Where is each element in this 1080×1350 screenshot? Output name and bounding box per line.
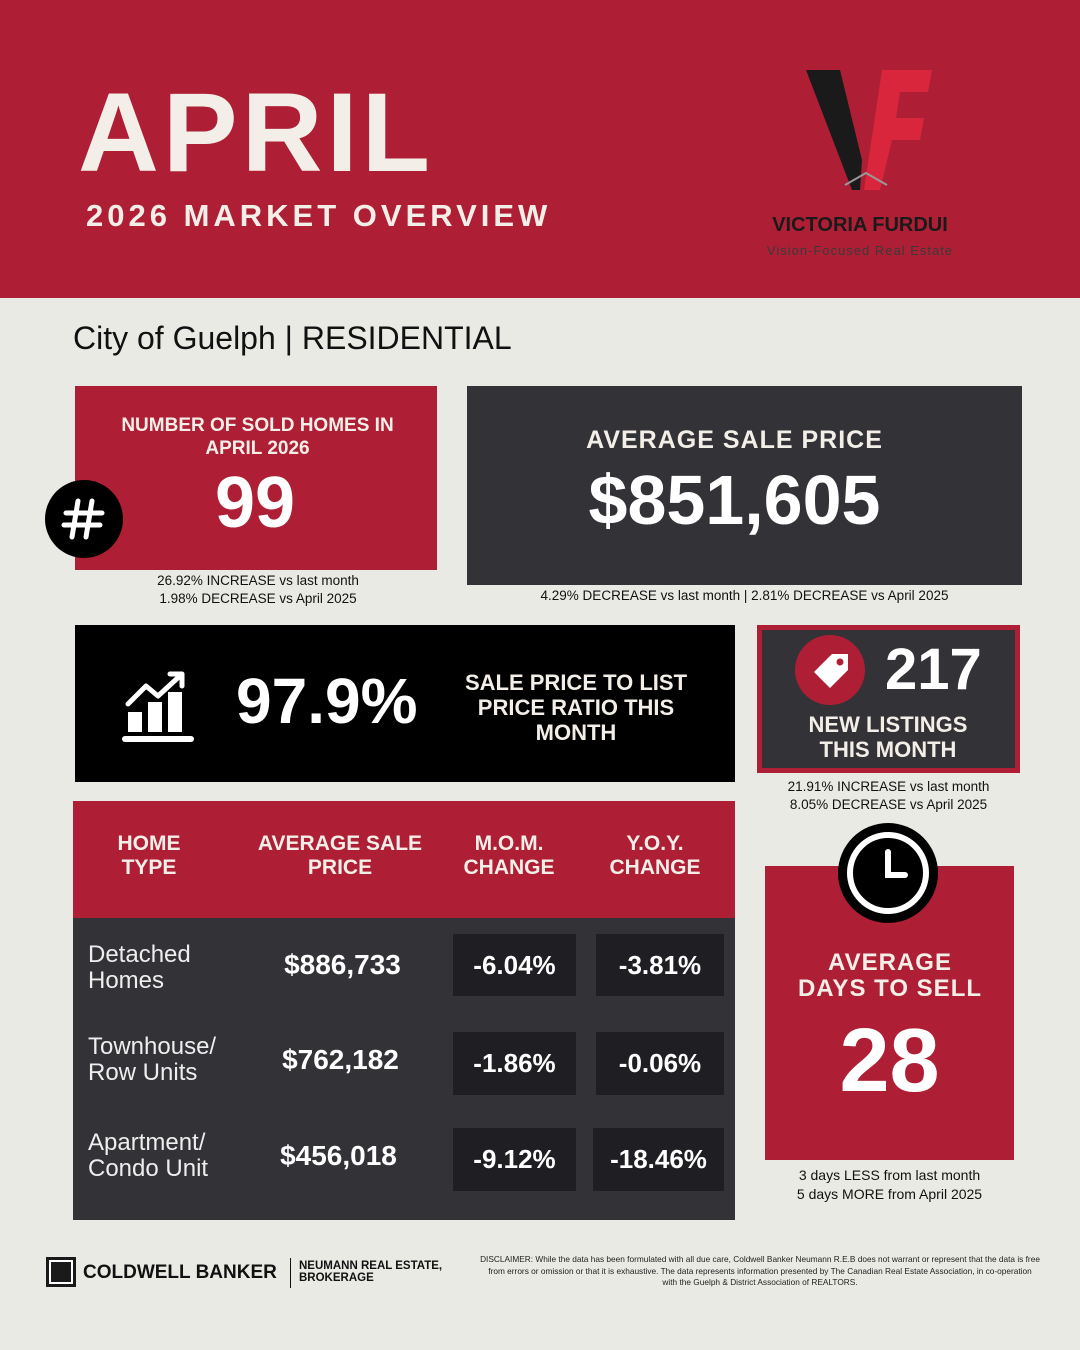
price-note: 4.29% DECREASE vs last month | 2.81% DEC… xyxy=(540,588,949,603)
row-price: $762,182 xyxy=(282,1044,399,1075)
table-header xyxy=(73,801,735,918)
logo-mark xyxy=(806,70,932,190)
row-price: $456,018 xyxy=(280,1140,397,1171)
listings-label: NEW LISTINGS THIS MONTH xyxy=(808,712,968,762)
days-value: 28 xyxy=(839,1011,940,1111)
column-header: HOME TYPE xyxy=(117,832,181,879)
mom-change: -9.12% xyxy=(453,1128,576,1191)
yoy-change: -3.81% xyxy=(596,934,724,996)
mom-change: -6.04% xyxy=(453,934,576,996)
column-header: M.O.M. CHANGE xyxy=(463,832,555,879)
yoy-change: -18.46% xyxy=(593,1128,724,1191)
subtitle: 2026 MARKET OVERVIEW xyxy=(86,198,552,233)
column-header: AVERAGE SALE PRICE xyxy=(257,832,423,879)
clock-icon xyxy=(838,823,938,923)
disclaimer: DISCLAIMER: While the data has been form… xyxy=(480,1254,1040,1287)
yoy-change: -0.06% xyxy=(596,1032,724,1095)
divider xyxy=(290,1258,291,1288)
brokerage-sub: NEUMANN REAL ESTATE, BROKERAGE xyxy=(299,1260,443,1284)
price-value: $851,605 xyxy=(588,461,881,539)
row-label: Townhouse/ Row Units xyxy=(88,1033,217,1086)
header-band xyxy=(0,0,1080,298)
ratio-card xyxy=(75,625,735,782)
days-note: 3 days LESS from last month xyxy=(798,1167,981,1183)
row-price: $886,733 xyxy=(284,949,401,980)
mom-change: -1.86% xyxy=(453,1032,576,1095)
hash-icon xyxy=(45,480,123,558)
chart-icon xyxy=(122,671,194,742)
month: APRIL xyxy=(78,70,434,195)
brokerage-logo xyxy=(46,1257,76,1287)
ratio-value: 97.9% xyxy=(236,665,418,737)
sold-label: NUMBER OF SOLD HOMES IN APRIL 2026 xyxy=(121,415,394,459)
sold-value: 99 xyxy=(214,463,296,543)
region: City of Guelph | RESIDENTIAL xyxy=(73,320,512,356)
brokerage: COLDWELL BANKER xyxy=(83,1262,277,1283)
listings-card xyxy=(757,625,1020,773)
brand-name: VICTORIA FURDUI xyxy=(772,214,948,236)
ratio-label: SALE PRICE TO LIST PRICE RATIO THIS MONT… xyxy=(464,670,688,745)
days-note: 5 days MORE from April 2025 xyxy=(796,1186,983,1202)
sold-note: 26.92% INCREASE vs last month xyxy=(157,573,359,588)
row-label: Apartment/ Condo Unit xyxy=(88,1129,209,1182)
brand-tagline: Vision-Focused Real Estate xyxy=(766,243,954,258)
days-label: AVERAGE DAYS TO SELL xyxy=(797,949,983,1002)
column-header: Y.O.Y. CHANGE xyxy=(609,832,701,879)
price-card xyxy=(467,386,1022,585)
row-label: Detached Homes xyxy=(88,941,191,994)
price-label: AVERAGE SALE PRICE xyxy=(586,426,883,454)
listings-value: 217 xyxy=(885,637,982,702)
listings-note: 21.91% INCREASE vs last month xyxy=(787,779,990,794)
listings-note: 8.05% DECREASE vs April 2025 xyxy=(789,797,988,812)
sold-card xyxy=(75,386,437,570)
sold-note: 1.98% DECREASE vs April 2025 xyxy=(159,591,357,606)
tag-icon xyxy=(795,635,865,705)
